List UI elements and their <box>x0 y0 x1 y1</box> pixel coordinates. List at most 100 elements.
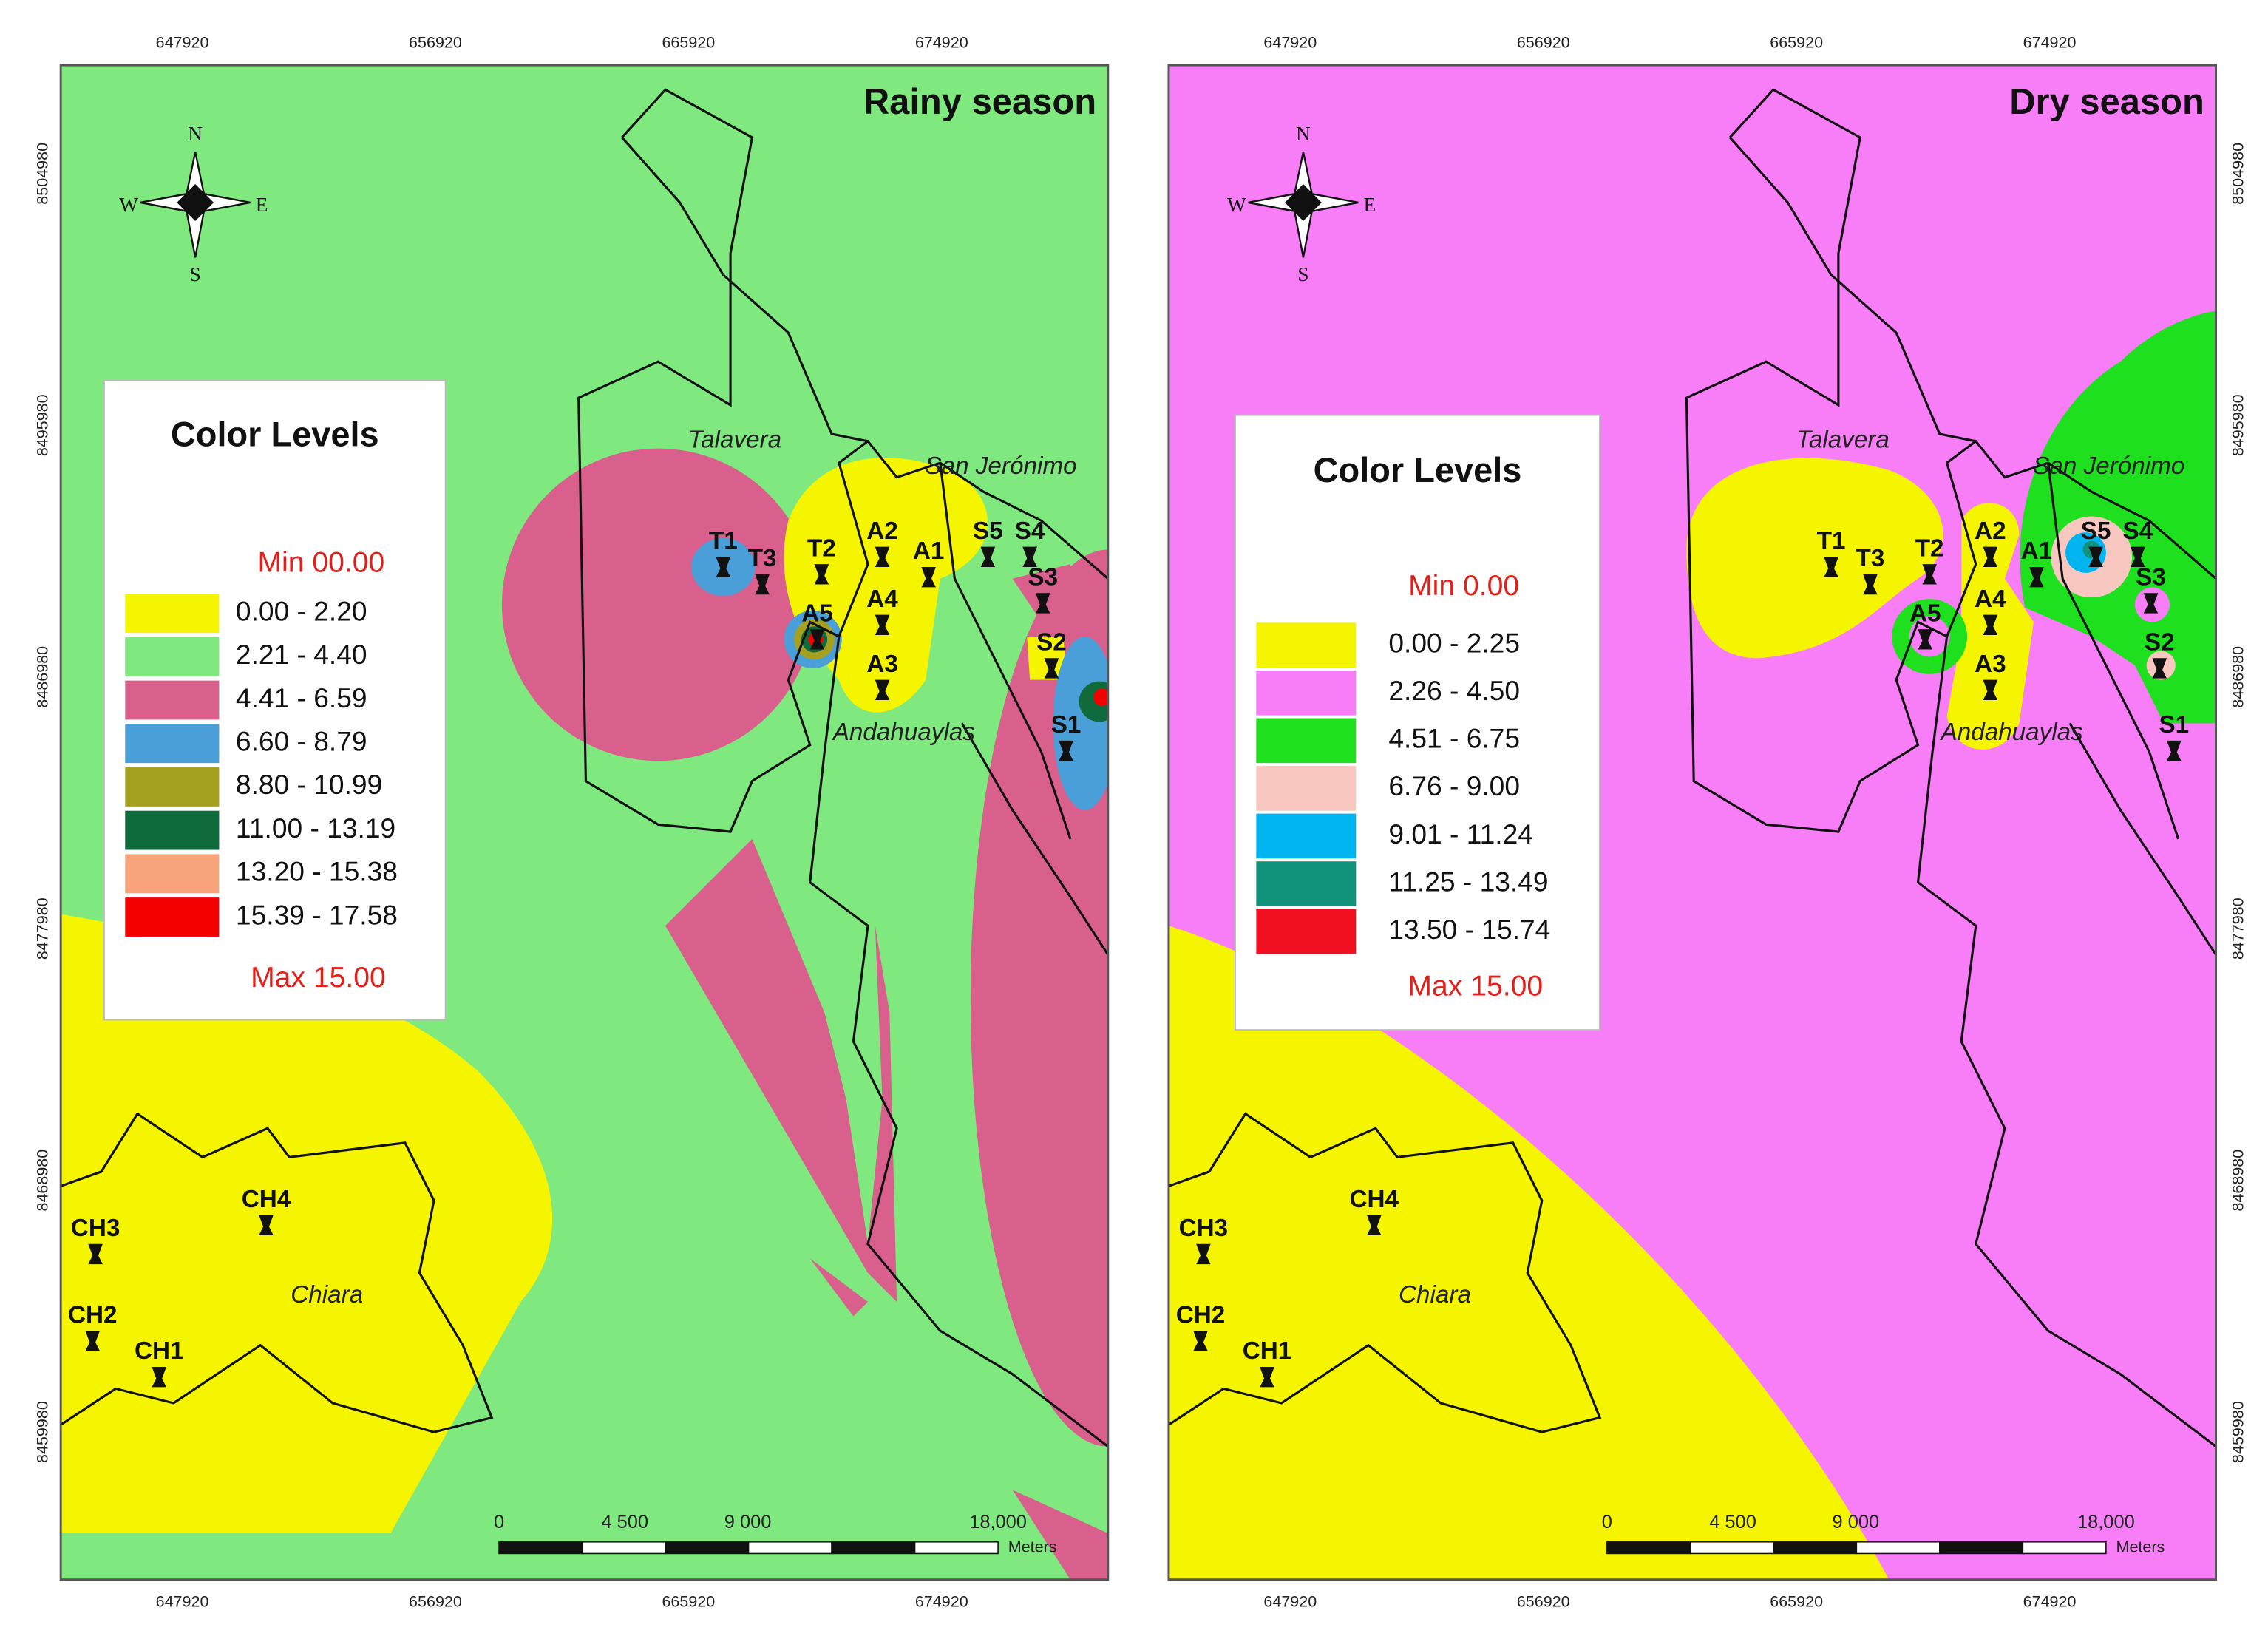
scale-segment <box>665 1541 750 1555</box>
y-coordinate: 8477980 <box>33 897 51 960</box>
legend-label: 6.76 - 9.00 <box>1388 770 1520 801</box>
district-boundary <box>1168 1112 1602 1433</box>
x-coordinate-top: 665920 <box>1770 33 1823 51</box>
station-marker <box>814 564 829 585</box>
station-label: T3 <box>748 545 777 572</box>
legend-swatch <box>123 592 221 635</box>
y-coordinate: 8495980 <box>33 394 51 456</box>
contour-zone <box>1168 926 1890 1580</box>
x-coordinate-top: 647920 <box>1263 33 1317 51</box>
station-label: A2 <box>866 517 898 545</box>
scale-label: 9 000 <box>724 1512 772 1533</box>
station-label: S4 <box>1015 517 1045 545</box>
district-boundary <box>960 722 1108 956</box>
scale-label: 9 000 <box>1833 1512 1880 1533</box>
y-coordinate: 8486980 <box>33 646 51 708</box>
station-label: CH1 <box>1243 1337 1292 1365</box>
district-boundary <box>1728 136 1977 443</box>
compass-letter: W <box>119 194 138 216</box>
station-label: A1 <box>2021 537 2053 565</box>
station-label: A3 <box>1975 651 2006 678</box>
y-coordinate: 8477980 <box>2230 897 2247 960</box>
station-marker <box>1983 679 1998 701</box>
station-marker <box>152 1367 167 1388</box>
station-marker <box>1059 740 1073 761</box>
place-label: Chiara <box>291 1281 363 1309</box>
station-marker <box>980 546 996 568</box>
scale-segment <box>1856 1541 1941 1555</box>
contour-zone <box>501 448 815 761</box>
station-label: T2 <box>1915 534 1944 562</box>
contour-zone <box>1093 688 1108 706</box>
legend-label: 6.60 - 8.79 <box>236 726 367 757</box>
x-coordinate-bottom: 647920 <box>1263 1593 1317 1611</box>
scale-label: 0 <box>494 1512 504 1533</box>
station-label: CH3 <box>71 1215 120 1242</box>
station-marker <box>875 614 890 635</box>
station-label: CH1 <box>135 1337 184 1365</box>
map-area <box>61 65 1108 1580</box>
station-label: CH2 <box>68 1301 118 1328</box>
station-marker <box>716 557 731 577</box>
station-label: S2 <box>2145 629 2175 656</box>
legend-max: Max 15.00 <box>251 962 386 994</box>
legend-swatch <box>123 896 221 938</box>
legend-label: 11.00 - 13.19 <box>236 812 395 844</box>
station-marker <box>1193 1331 1208 1351</box>
panel-title: Dry season <box>2009 82 2204 122</box>
station-marker <box>2088 546 2103 568</box>
y-coordinate: 8504980 <box>33 143 51 205</box>
contour-zone <box>2020 310 2216 724</box>
contour-zone <box>1012 1490 1108 1580</box>
x-coordinate-top: 647920 <box>156 33 209 51</box>
station-label: T1 <box>1817 528 1846 555</box>
district-boundary <box>2068 722 2216 956</box>
station-label: S3 <box>2136 563 2166 591</box>
station-marker <box>809 629 825 650</box>
legend-label: 8.80 - 10.99 <box>236 769 382 800</box>
map-panel: Rainy season 647920 647920 656920 656920 6659… <box>33 33 1110 1611</box>
station-marker <box>1044 658 1059 679</box>
legend-swatch <box>123 635 221 678</box>
legend-label: 0.00 - 2.20 <box>236 595 367 626</box>
map-frame <box>59 64 1110 1581</box>
legend-label: 2.26 - 4.50 <box>1388 675 1520 706</box>
station-marker <box>921 567 936 588</box>
y-coordinate: 8459980 <box>2230 1401 2247 1463</box>
legend-label: 0.00 - 2.25 <box>1388 627 1520 658</box>
station-label: S5 <box>973 517 1003 545</box>
station-label: A1 <box>913 537 945 565</box>
legend-swatch <box>1254 907 1358 956</box>
place-label: Chiara <box>1399 1281 1471 1309</box>
scale-label: 18,000 <box>2077 1512 2135 1533</box>
station-label: A4 <box>1975 586 2006 613</box>
station-marker <box>1983 614 1998 635</box>
place-label: Talavera <box>1796 427 1890 454</box>
legend-swatch <box>1254 812 1358 861</box>
compass-letter: N <box>1296 123 1311 145</box>
station-marker <box>2131 546 2145 568</box>
station-label: S1 <box>1051 711 1082 739</box>
map-frame <box>1167 64 2218 1581</box>
panel-title: Rainy season <box>863 82 1096 122</box>
station-label: A5 <box>1909 600 1941 627</box>
station-marker <box>2029 567 2044 588</box>
place-label: Andahuaylas <box>1940 719 2083 746</box>
legend-swatch <box>1254 764 1358 812</box>
station-marker <box>1863 574 1878 595</box>
station-marker <box>1022 546 1037 568</box>
compass-letter: S <box>1297 263 1308 285</box>
legend-swatch <box>1254 668 1358 717</box>
station-marker <box>2152 658 2167 679</box>
x-coordinate-bottom: 674920 <box>915 1593 968 1611</box>
scale-segment <box>1773 1541 1858 1555</box>
district-boundary <box>1916 636 2216 1447</box>
legend-title: Color Levels <box>171 414 379 453</box>
scale-segment <box>1689 1541 1774 1555</box>
station-marker <box>1260 1367 1274 1388</box>
x-coordinate-top: 674920 <box>2023 33 2077 51</box>
station-label: S3 <box>1028 563 1058 591</box>
legend-swatch <box>1254 621 1358 669</box>
district-boundary <box>2047 462 2180 840</box>
